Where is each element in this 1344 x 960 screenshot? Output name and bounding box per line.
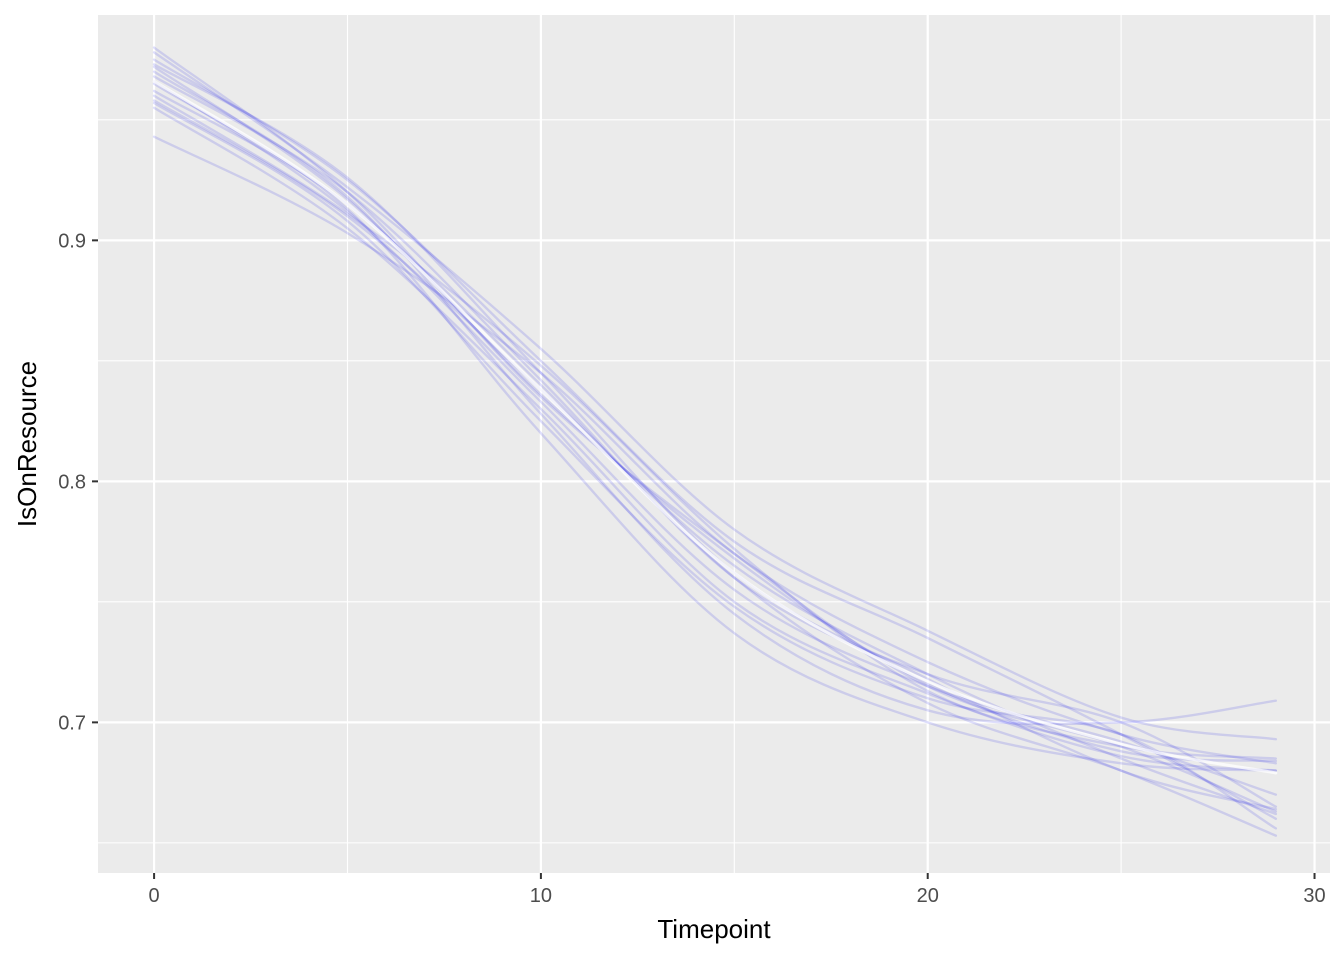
series-line-9	[152, 70, 1278, 726]
series-line-6	[152, 135, 1278, 765]
x-axis-title: Timepoint	[657, 914, 771, 944]
x-tick-label: 10	[530, 885, 552, 907]
y-tick-label: 0.9	[58, 230, 86, 252]
series-line-8	[152, 99, 1278, 816]
series-line-3	[152, 75, 1278, 808]
x-tick-label: 30	[1303, 885, 1325, 907]
y-axis-title: IsOnResource	[12, 361, 42, 527]
y-axis: 0.7 0.8 0.9	[58, 230, 98, 734]
series-line-12	[152, 51, 1278, 741]
y-tick-label: 0.8	[58, 471, 86, 493]
series-line-2	[152, 94, 1278, 760]
major-gridlines	[98, 15, 1330, 873]
minor-gridlines	[98, 15, 1330, 873]
series-line-4	[152, 106, 1278, 772]
series-line-10	[152, 82, 1278, 772]
series-line-15	[152, 80, 1278, 796]
y-tick-label: 0.7	[58, 712, 86, 734]
mean-trend-line	[152, 79, 1278, 775]
series-line-13	[152, 101, 1278, 830]
series-line-7	[152, 58, 1278, 820]
plot-panel	[98, 15, 1330, 873]
x-tick-label: 0	[149, 885, 160, 907]
mean-line	[152, 79, 1278, 775]
x-axis: 0 10 20 30	[149, 873, 1326, 907]
x-tick-label: 20	[917, 885, 939, 907]
series-line-1	[152, 65, 1278, 763]
